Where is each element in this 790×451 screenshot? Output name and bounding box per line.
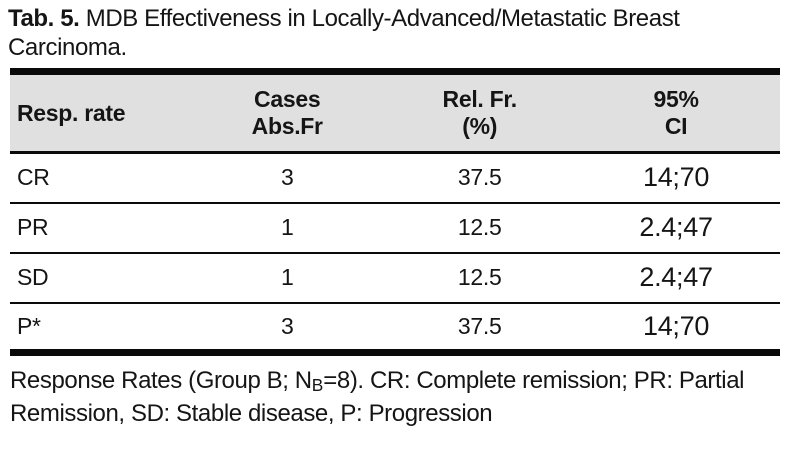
header-95-ci-line2: CI (664, 113, 688, 139)
table-row-p: P* 3 37.5 14;70 (10, 303, 780, 353)
cell-resp-rate: P* (17, 312, 41, 339)
header-rel-fr-line2: (%) (462, 113, 498, 139)
footnote-text-after-subscript: =8). CR: Complete remission; PR: Partial… (10, 367, 745, 427)
paper-table-figure: Tab. 5. MDB Effectiveness in Locally-Adv… (8, 2, 780, 430)
footnote-text-before-subscript: Response Rates (Group B; N (10, 367, 312, 394)
cell-ci: 2.4;47 (572, 202, 780, 254)
table-caption-text: MDB Effectiveness in Locally-Advanced/Me… (8, 5, 680, 61)
header-resp-rate-label: Resp. rate (17, 99, 126, 126)
table-footnote: Response Rates (Group B; NB=8). CR: Comp… (10, 365, 776, 430)
table-caption-tag: Tab. 5. (8, 5, 80, 32)
cell-rel-fr: 12.5 (387, 252, 573, 304)
table-body: CR 3 37.5 14;70 PR 1 12.5 2.4;47 SD 1 12… (10, 152, 780, 353)
table-header: Resp. rate Cases Abs.Fr Rel. Fr. (%) 95%… (10, 71, 780, 154)
header-95-ci: 95% CI (572, 71, 780, 154)
cell-cases: 1 (187, 252, 388, 304)
cell-cases: 3 (187, 152, 388, 204)
header-cases-line2: Abs.Fr (251, 113, 323, 139)
cell-resp-rate: CR (10, 152, 188, 204)
cell-ci: 14;70 (572, 152, 780, 204)
header-cases-abs-fr: Cases Abs.Fr (187, 71, 388, 154)
results-table: Resp. rate Cases Abs.Fr Rel. Fr. (%) 95%… (10, 68, 780, 356)
cell-resp-rate: PR (10, 202, 188, 254)
cell-cases: 3 (280, 312, 294, 339)
header-rel-fr: Rel. Fr. (%) (387, 71, 573, 154)
cell-rel-fr: 37.5 (457, 312, 502, 339)
header-resp-rate: Resp. rate (10, 71, 188, 154)
cell-cases: 1 (187, 202, 388, 254)
cell-ci: 14;70 (643, 310, 710, 341)
table-row-cr: CR 3 37.5 14;70 (10, 152, 780, 204)
header-95-ci-line1: 95% (653, 86, 699, 112)
table-row-sd: SD 1 12.5 2.4;47 (10, 252, 780, 304)
cell-rel-fr: 12.5 (387, 202, 573, 254)
header-cases-line1: Cases (254, 86, 321, 112)
header-rel-fr-line1: Rel. Fr. (442, 86, 518, 112)
cell-rel-fr: 37.5 (387, 152, 573, 204)
table-header-row: Resp. rate Cases Abs.Fr Rel. Fr. (%) 95%… (10, 71, 780, 154)
footnote-subscript-b: B (311, 375, 324, 396)
cell-resp-rate: SD (10, 252, 188, 304)
table-caption: Tab. 5. MDB Effectiveness in Locally-Adv… (8, 2, 780, 68)
cell-ci: 2.4;47 (572, 252, 780, 304)
table-row-pr: PR 1 12.5 2.4;47 (10, 202, 780, 254)
